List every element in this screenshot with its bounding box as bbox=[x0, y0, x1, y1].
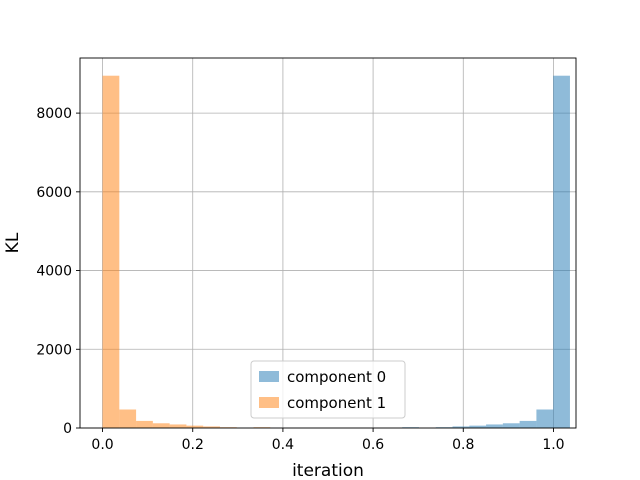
bar-series-1-bin-3 bbox=[152, 423, 170, 428]
bar-series-1-bin-2 bbox=[136, 420, 153, 428]
legend-box bbox=[250, 360, 406, 419]
y-axis-label: KL bbox=[3, 232, 23, 253]
x-tick-label: 0.2 bbox=[182, 437, 204, 453]
bar-series-1-bin-0 bbox=[102, 75, 120, 428]
x-axis-label: iteration bbox=[292, 461, 364, 480]
bar-series-0-bin-6 bbox=[519, 420, 537, 428]
legend-label: component 1 bbox=[287, 394, 386, 412]
legend: component 0 component 1 bbox=[250, 360, 406, 419]
bar-series-0-bin-8 bbox=[553, 75, 570, 428]
bar-series-0-bin-4 bbox=[486, 424, 503, 428]
y-tick-label: 8000 bbox=[36, 106, 72, 122]
y-tick-label: 0 bbox=[63, 421, 72, 437]
bar-series-1-bin-5 bbox=[186, 425, 204, 428]
x-axis-ticks: 0.0 0.2 0.4 0.6 0.8 1.0 bbox=[91, 428, 565, 453]
x-tick-label: 0.6 bbox=[362, 437, 384, 453]
x-tick-label: 0.8 bbox=[452, 437, 474, 453]
bar-series-0-bin-2 bbox=[452, 426, 470, 428]
x-tick-label: 0.4 bbox=[272, 437, 294, 453]
x-tick-label: 0.0 bbox=[91, 437, 113, 453]
bar-series-1-bin-1 bbox=[119, 409, 137, 428]
legend-swatch bbox=[259, 371, 279, 382]
legend-label: component 0 bbox=[287, 368, 386, 386]
grid-lines bbox=[80, 58, 576, 429]
histogram-bars bbox=[102, 75, 570, 428]
bar-series-1-bin-4 bbox=[169, 424, 187, 428]
bar-series-0-bin-3 bbox=[469, 425, 487, 428]
y-tick-label: 6000 bbox=[36, 185, 72, 201]
y-axis-ticks: 0 2000 4000 6000 8000 bbox=[36, 106, 80, 437]
bar-series-0-bin-7 bbox=[536, 409, 554, 428]
y-tick-label: 4000 bbox=[36, 264, 72, 280]
legend-swatch bbox=[259, 397, 279, 408]
bar-series-0-bin-5 bbox=[502, 423, 520, 428]
plot-frame bbox=[79, 57, 577, 429]
bar-series-1-bin-6 bbox=[203, 426, 220, 428]
x-tick-label: 1.0 bbox=[542, 437, 564, 453]
y-tick-label: 2000 bbox=[36, 342, 72, 358]
